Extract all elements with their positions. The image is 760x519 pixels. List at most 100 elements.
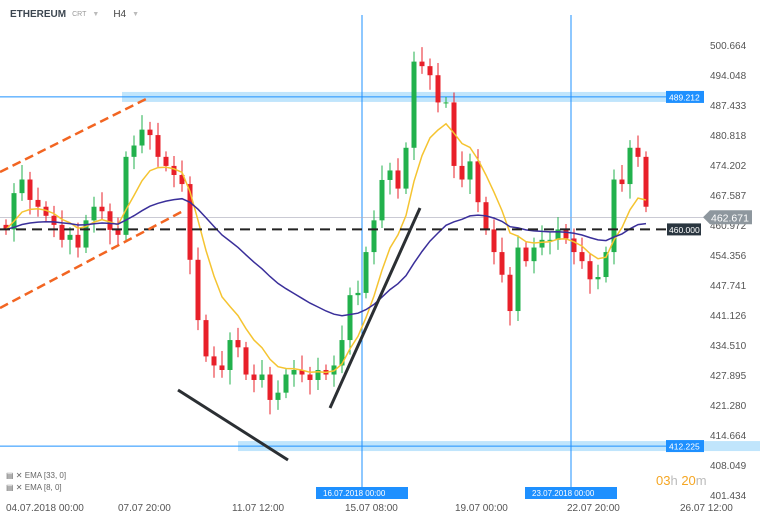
close-icon[interactable]: ✕ [15,483,23,492]
y-tick-label: 474.202 [710,161,747,172]
settings-icon[interactable]: ▤ [6,471,14,480]
trendline [328,207,422,409]
candle [267,374,273,400]
y-tick-label: 460.972 [710,221,747,232]
level-label-bg [666,440,704,453]
candle [147,129,153,136]
candle [275,392,281,400]
candle [203,320,209,357]
candle [3,224,9,230]
candle [411,61,417,148]
y-tick-label: 441.126 [710,311,747,322]
x-tick-label: 04.07.2018 00:00 [6,503,84,514]
candle [579,252,585,262]
instrument-type[interactable]: CRT [72,11,87,18]
candle [395,170,401,189]
candle [195,259,201,321]
candle [611,179,617,253]
candle [139,129,145,146]
candle [371,220,377,253]
candle [547,239,553,241]
current-price-label: 462.671 [711,212,749,224]
candle [83,220,89,248]
vertical-marker-label: 16.07.2018 00:00 [323,489,386,498]
vertical-marker-label-bg [525,487,617,499]
candle [35,199,41,207]
candle [115,229,121,235]
candle [523,247,529,262]
ema-33-line [5,197,647,317]
candle [467,161,473,180]
vertical-marker-label: 23.07.2018 00:00 [532,489,595,498]
candle [475,161,481,203]
candle [379,179,385,221]
candle [459,165,465,180]
candle [507,274,513,312]
candle [443,102,449,104]
candle [259,374,265,380]
close-icon[interactable]: ✕ [15,471,23,480]
candle [491,229,497,253]
candle [635,147,641,157]
candle [515,247,521,312]
y-tick-label: 421.280 [710,401,747,412]
candle [43,206,49,216]
candle [235,340,241,348]
candle [99,206,105,212]
y-tick-label: 487.433 [710,101,747,112]
candle [171,165,177,175]
candle [603,252,609,278]
x-tick-label: 22.07 20:00 [567,503,620,514]
candle [251,374,257,380]
candle [403,147,409,189]
candle [587,261,593,280]
candle [643,156,649,207]
candle [187,184,193,260]
x-tick-label: 19.07 00:00 [455,503,508,514]
level-label: 412.225 [669,442,700,452]
chevron-down-icon[interactable]: ▼ [132,11,140,18]
y-tick-label: 500.664 [710,41,747,52]
candle [75,234,81,248]
candle [19,179,25,194]
candle [627,147,633,185]
candle [299,369,305,375]
candle-timer: 03h 20m [656,473,707,488]
timeframe-select[interactable]: H4 [113,9,127,20]
chevron-down-icon[interactable]: ▼ [92,11,100,18]
candle [307,374,313,380]
y-tick-label: 408.049 [710,461,747,472]
y-tick-label: 480.818 [710,131,747,142]
candle [211,356,217,366]
candle [499,252,505,275]
candle [179,174,185,185]
candle [315,369,321,380]
symbol-label[interactable]: ETHEREUM [10,9,67,20]
x-tick-label: 11.07 12:00 [232,503,285,514]
candle [435,75,441,103]
candle [51,215,57,225]
y-tick-label: 434.510 [710,341,747,352]
level-label: 460.000 [669,225,700,235]
candle [363,252,369,293]
candle [163,156,169,166]
y-tick-label: 454.356 [710,251,747,262]
candle [571,238,577,253]
y-tick-label: 401.434 [710,491,747,502]
channel-lower-line [0,208,186,310]
legend-ema33[interactable]: ▤ ✕ EMA [33, 0] [6,471,67,480]
level-label: 489.212 [669,92,700,102]
candle [155,135,161,157]
candle [11,193,17,230]
x-tick-label: 15.07 08:00 [345,503,398,514]
candle [619,179,625,185]
legend-ema8[interactable]: ▤ ✕ EMA [8, 0] [6,483,62,492]
candle [563,229,569,239]
candle [595,277,601,280]
settings-icon[interactable]: ▤ [6,483,14,492]
level-label-bg [667,223,701,236]
y-tick-label: 427.895 [710,371,747,382]
candle [91,206,97,221]
candle [243,347,249,375]
